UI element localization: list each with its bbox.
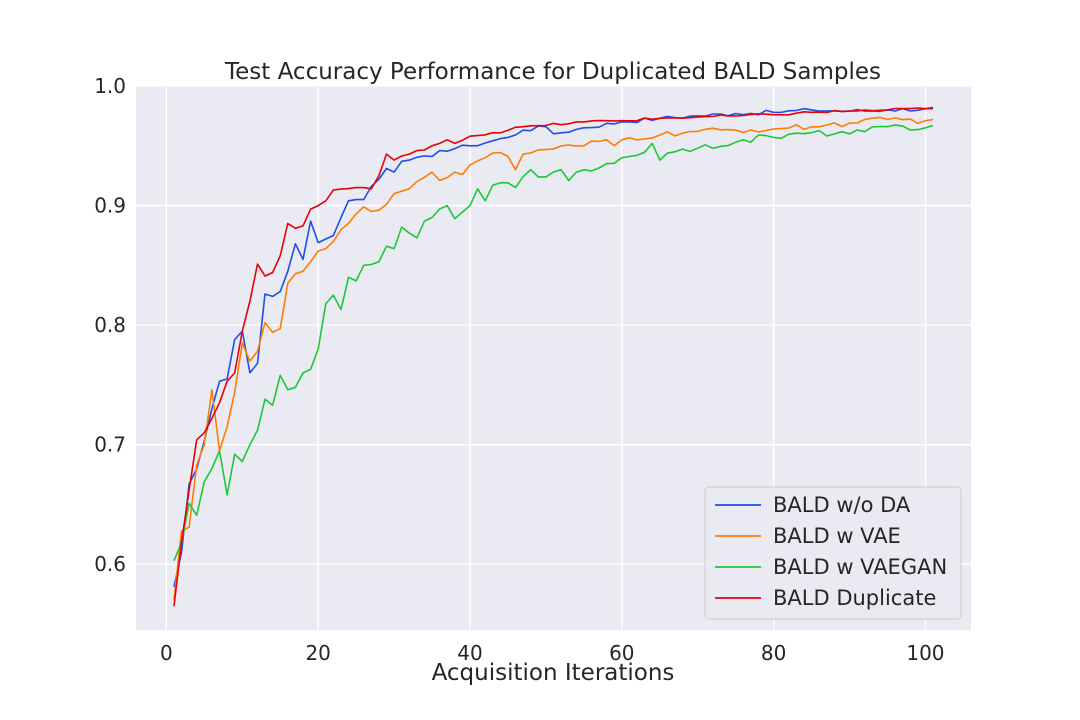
legend-box xyxy=(704,486,962,620)
legend-entry: BALD Duplicate xyxy=(773,586,936,610)
legend-entry: BALD w/o DA xyxy=(773,493,911,517)
chart-title: Test Accuracy Performance for Duplicated… xyxy=(224,59,881,85)
legend-entry: BALD w VAE xyxy=(773,524,901,548)
series-line-3 xyxy=(173,106,934,607)
grid-lines xyxy=(136,85,971,630)
series-line-1 xyxy=(173,116,934,601)
series-line-2 xyxy=(173,124,934,562)
x-tick-label: 60 xyxy=(609,641,634,665)
y-tick-label: 0.9 xyxy=(94,194,126,218)
y-tick-label: 0.7 xyxy=(94,433,126,457)
x-tick-label: 0 xyxy=(160,641,173,665)
x-axis-label: Acquisition Iterations xyxy=(432,660,675,686)
y-tick-label: 0.8 xyxy=(94,313,126,337)
y-tick-label: 0.6 xyxy=(94,552,126,576)
x-tick-label: 80 xyxy=(761,641,786,665)
series-layer xyxy=(173,106,934,607)
x-tick-label: 40 xyxy=(457,641,482,665)
legend-entry: BALD w VAEGAN xyxy=(773,555,947,579)
series-line-0 xyxy=(173,107,933,588)
x-tick-label: 100 xyxy=(906,641,944,665)
y-tick-label: 1.0 xyxy=(94,74,126,98)
tick-labels: 0 20 40 60 80 100 0.6 0.7 0.8 0.9 1.0 xyxy=(94,74,944,665)
x-tick-label: 20 xyxy=(305,641,330,665)
legend: BALD w/o DA BALD w VAE BALD w VAEGAN BALD D… xyxy=(704,486,962,620)
